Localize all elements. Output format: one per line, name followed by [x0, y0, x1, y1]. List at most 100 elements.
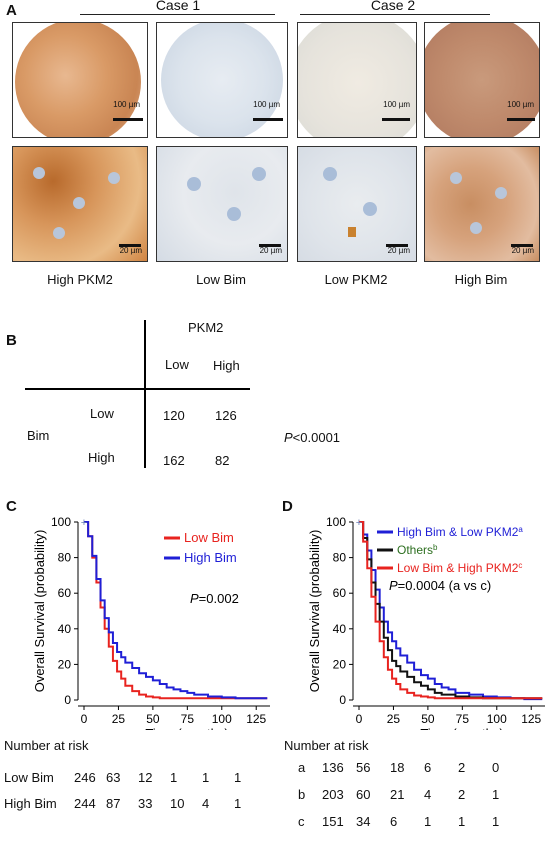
risk-count: 33 — [138, 796, 153, 811]
case2-label: Case 2 — [370, 0, 416, 13]
micrograph-case2-pkm2-low-mag — [297, 22, 417, 138]
survival-curve — [84, 521, 268, 700]
y-tick-label: 40 — [333, 622, 347, 636]
risk-table-d: a 136 56 18 6 2 0 b 203 60 21 4 2 1 c 151 34 6 1 1 1 — [275, 760, 550, 835]
legend-label: High Bim & Low PKM2a — [397, 525, 523, 540]
y-tick-label: 60 — [58, 586, 72, 600]
scale-label: 20 µm — [119, 246, 142, 255]
col-header-pkm2: PKM2 — [188, 320, 224, 335]
scale-label: 100 µm — [507, 100, 534, 109]
y-tick-label: 60 — [333, 586, 347, 600]
y-tick-label: 20 — [333, 657, 347, 671]
x-tick-label: 50 — [421, 712, 435, 726]
risk-count: 136 — [322, 760, 344, 775]
col-low: Low — [165, 357, 189, 372]
legend-label: Low Bim & High PKM2c — [397, 561, 522, 576]
y-tick-label: 100 — [326, 515, 346, 529]
micrograph-case1-bim-low-mag — [156, 22, 288, 138]
caption-low-pkm2: Low PKM2 — [324, 272, 388, 287]
survival-chart-c: 0 20 40 60 80 100 0 25 50 75 100 125 Time (months) Ov… — [32, 515, 270, 730]
risk-count: 244 — [74, 796, 96, 811]
risk-count: 1 — [170, 770, 178, 785]
risk-count: 0 — [492, 760, 500, 775]
row-high: High — [88, 450, 115, 465]
panel-d-letter: D — [282, 498, 293, 515]
risk-count: 246 — [74, 770, 96, 785]
cell-high-low: 162 — [163, 453, 185, 468]
y-tick-label: 20 — [58, 657, 72, 671]
row-header-bim: Bim — [27, 428, 50, 443]
risk-count: 4 — [424, 787, 432, 802]
scale-label: 100 µm — [383, 100, 410, 109]
cell-low-low: 120 — [163, 408, 185, 423]
caption-low-bim: Low Bim — [196, 272, 246, 287]
micrograph-case1-bim-high-mag — [156, 146, 288, 262]
table-vertical-rule — [144, 320, 146, 468]
risk-count: 203 — [322, 787, 344, 802]
y-tick-label: 80 — [58, 551, 72, 565]
case2-rule — [300, 14, 490, 15]
risk-row-label: Low Bim — [4, 770, 54, 785]
row-low: Low — [90, 406, 114, 421]
scale-label: 20 µm — [511, 246, 534, 255]
risk-count: 1 — [234, 770, 242, 785]
y-tick-label: 100 — [51, 515, 71, 529]
x-tick-label: 0 — [81, 712, 88, 726]
risk-count: 1 — [458, 814, 466, 829]
y-axis-label: Overall Survival (probability) — [307, 530, 322, 693]
case1-label: Case 1 — [155, 0, 201, 13]
risk-count: 1 — [202, 770, 210, 785]
micrograph-case1-pkm2-high-mag — [12, 146, 148, 262]
chart-pvalue: P=0.0004 (a vs c) — [389, 578, 491, 593]
y-axis-label: Overall Survival (probability) — [32, 530, 47, 693]
risk-count: 56 — [356, 760, 371, 775]
scale-label: 20 µm — [259, 246, 282, 255]
col-high: High — [213, 358, 240, 373]
x-tick-label: 25 — [112, 712, 126, 726]
panel-a-letter: A — [6, 2, 17, 19]
cell-high-high: 82 — [215, 453, 230, 468]
case1-rule — [80, 14, 275, 15]
risk-count: 151 — [322, 814, 344, 829]
scale-label: 100 µm — [113, 100, 140, 109]
risk-title-c: Number at risk — [4, 738, 89, 753]
risk-count: 34 — [356, 814, 371, 829]
risk-row: Low Bim 246 63 12 1 1 1 — [0, 770, 275, 796]
survival-chart-d: 0 20 40 60 80 100 0 25 50 75 100 125 Time (months) Ov… — [307, 515, 545, 730]
risk-count: 10 — [170, 796, 185, 811]
risk-count: 63 — [106, 770, 121, 785]
risk-row: High Bim 244 87 33 10 4 1 — [0, 796, 275, 822]
risk-count: 87 — [106, 796, 121, 811]
survival-curve — [84, 521, 268, 700]
panel-b-letter: B — [6, 332, 17, 349]
risk-count: 1 — [234, 796, 242, 811]
x-tick-label: 100 — [212, 712, 232, 726]
table-pvalue: P<0.0001 — [284, 430, 341, 445]
x-axis-label: Time (months) — [420, 726, 503, 730]
micrograph-case2-bim-low-mag — [424, 22, 540, 138]
micrograph-case2-bim-high-mag — [424, 146, 540, 262]
risk-count: 18 — [390, 760, 405, 775]
risk-row-label: High Bim — [4, 796, 57, 811]
x-tick-label: 0 — [356, 712, 363, 726]
risk-count: 1 — [492, 814, 500, 829]
table-horizontal-rule — [25, 388, 250, 390]
survival-curve — [359, 521, 543, 700]
scale-label: 20 µm — [387, 246, 410, 255]
risk-count: 2 — [458, 787, 466, 802]
scale-label: 100 µm — [253, 100, 280, 109]
risk-row-label: c — [298, 814, 305, 829]
risk-row-label: a — [298, 760, 306, 775]
risk-count: 4 — [202, 796, 210, 811]
x-tick-label: 75 — [181, 712, 195, 726]
risk-count: 2 — [458, 760, 466, 775]
panel-c-letter: C — [6, 498, 17, 515]
risk-count: 1 — [424, 814, 432, 829]
caption-high-pkm2: High PKM2 — [47, 272, 113, 287]
legend-label: Othersb — [397, 543, 438, 558]
x-tick-label: 100 — [487, 712, 507, 726]
x-tick-label: 75 — [456, 712, 470, 726]
survival-curve — [359, 521, 543, 700]
risk-count: 12 — [138, 770, 153, 785]
y-tick-label: 0 — [339, 693, 346, 707]
